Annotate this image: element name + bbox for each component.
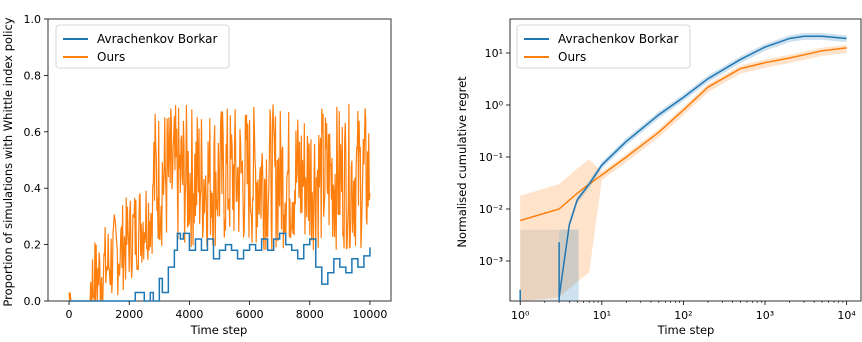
left-x-tick-label: 8000 [296,308,324,321]
left-y-tick-label: 1.0 [24,13,42,26]
right-y-tick-label: 10⁻¹ [479,151,503,164]
right-legend: Avrachenkov Borkar Ours [516,24,691,69]
right-series-ours [519,47,847,222]
left-x-axis-label: Time step [190,323,248,337]
left-x-tick-label: 6000 [236,308,264,321]
left-y-tick-label: 0.4 [24,182,42,195]
left-x-tick-label: 2000 [115,308,143,321]
right-legend-box [516,24,691,69]
left-legend-label-2: Ours [97,50,125,64]
right-x-tick-label: 10² [674,309,692,322]
right-band-avrachenkov-borkar-upper [559,33,847,301]
left-legend-label-1: Avrachenkov Borkar [97,32,217,46]
left-y-tick-label: 0.6 [24,126,42,139]
right-y-ticks: 10⁻³ 10⁻² 10⁻¹ 10⁰ 10¹ [479,47,510,268]
right-x-tick-label: 10⁴ [837,309,856,322]
right-legend-label-1: Avrachenkov Borkar [558,32,678,46]
right-y-tick-label: 10⁻² [479,203,503,216]
right-plot-area [509,18,862,302]
right-legend-label-2: Ours [558,50,586,64]
right-x-ticks: 10⁰ 10¹ 10² 10³ 10⁴ [511,301,856,322]
right-x-axis-label: Time step [657,323,715,337]
left-y-axis-label: Proportion of simulations with Whittle i… [1,17,15,306]
left-x-tick-label: 10000 [352,308,387,321]
left-marks [68,103,371,302]
left-plot-area [47,18,392,302]
left-y-tick-label: 0.8 [24,69,42,82]
right-band-avrachenkov-borkar [559,229,579,301]
left-x-tick-label: 0 [66,308,73,321]
left-y-tick-label: 0.2 [24,239,42,252]
right-y-tick-label: 10¹ [485,47,503,60]
left-series-avrachenkov-borkar [69,232,371,302]
left-x-tick-label: 4000 [175,308,203,321]
right-chart: 10⁰ 10¹ 10² 10³ 10⁴ 10⁻³ 10⁻² 10⁻¹ 10⁰ 10¹ Time … [455,18,862,337]
right-y-tick-label: 10⁻³ [479,255,503,268]
right-y-axis-label: Normalised cumulative regret [455,76,469,248]
left-y-ticks: 0.0 0.2 0.4 0.6 0.8 1.0 [24,13,48,308]
left-y-tick-label: 0.0 [24,295,42,308]
right-series-avrachenkov-borkar [558,35,847,298]
left-x-ticks: 0 2000 4000 6000 8000 10000 [66,301,387,321]
left-chart: 0 2000 4000 6000 8000 10000 0.0 0.2 0.4 0.6 0.8 1.… [1,13,392,337]
left-legend: Avrachenkov Borkar Ours [55,24,230,69]
right-x-tick-label: 10³ [756,309,774,322]
right-x-tick-label: 10¹ [593,309,611,322]
right-y-tick-label: 10⁰ [485,99,504,112]
left-legend-box [55,24,230,69]
right-x-tick-label: 10⁰ [511,309,530,322]
right-band-ours [520,44,847,302]
left-series-ours [68,103,371,302]
right-marks [519,33,847,302]
right-band-initial [520,229,560,301]
